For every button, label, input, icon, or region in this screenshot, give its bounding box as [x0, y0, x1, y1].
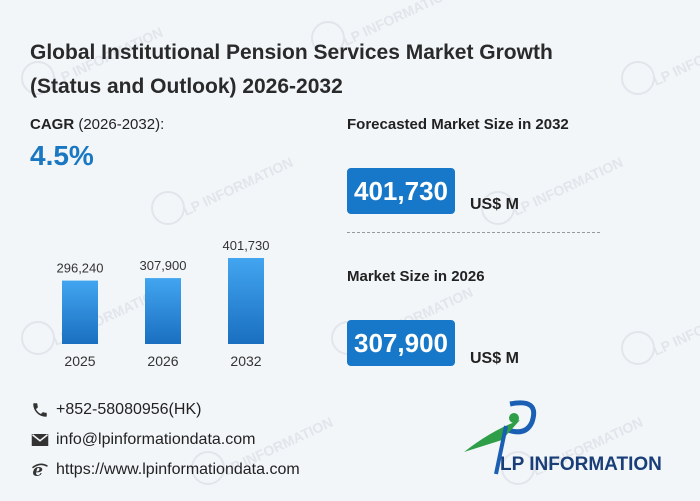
- bar-2032: [228, 258, 264, 344]
- watermark-mark: LP INFORMATION: [151, 154, 296, 225]
- phone-text[interactable]: +852-58080956(HK): [56, 401, 202, 418]
- section-divider: [347, 232, 600, 233]
- bar-2025: [62, 280, 98, 344]
- email-icon: [30, 430, 50, 450]
- page-title: Global Institutional Pension Services Ma…: [30, 36, 670, 104]
- logo-swoosh-green: [464, 420, 520, 452]
- svg-text:e: e: [33, 461, 44, 479]
- bar-value-label: 401,730: [223, 238, 270, 253]
- contact-website: e https://www.lpinformationdata.com: [30, 460, 300, 480]
- forecast-label: Forecasted Market Size in 2032: [347, 116, 569, 133]
- title-line-2: (Status and Outlook) 2026-2032: [30, 75, 343, 98]
- title-line-1: Global Institutional Pension Services Ma…: [30, 41, 553, 64]
- lp-information-logo: LP INFORMATION: [464, 400, 662, 475]
- watermark-mark: LP INFORMATION: [621, 294, 700, 365]
- current-label: Market Size in 2026: [347, 268, 485, 285]
- cagr-label-bold: CAGR: [30, 116, 75, 133]
- forecast-value-box: 401,730: [347, 168, 455, 214]
- cagr-label-range: (2026-2032):: [74, 116, 165, 133]
- current-unit: US$ M: [470, 350, 519, 367]
- svg-text:LP INFORMATION: LP INFORMATION: [651, 294, 700, 359]
- svg-text:LP INFORMATION: LP INFORMATION: [511, 154, 626, 219]
- phone-icon: [30, 400, 50, 420]
- logo-swoosh-blue: [507, 400, 537, 435]
- website-text[interactable]: https://www.lpinformationdata.com: [56, 461, 300, 478]
- bar-value-label: 307,900: [140, 258, 187, 273]
- contact-email: info@lpinformationdata.com: [30, 430, 255, 450]
- cagr-label: CAGR (2026-2032):: [30, 116, 164, 133]
- bar-chart: 296,240 2025 307,900 2026 401,730 2032: [57, 238, 270, 369]
- logo-dot: [509, 413, 519, 423]
- forecast-unit: US$ M: [470, 196, 519, 213]
- bar-2026: [145, 278, 181, 344]
- logo-text: LP INFORMATION: [500, 454, 662, 475]
- cagr-value: 4.5%: [30, 140, 94, 171]
- browser-e-icon: e: [30, 460, 50, 480]
- category-tick-label: 2025: [64, 353, 95, 369]
- bar-value-label: 296,240: [57, 261, 104, 276]
- current-value-box: 307,900: [347, 320, 455, 366]
- email-text[interactable]: info@lpinformationdata.com: [56, 431, 256, 448]
- category-tick-label: 2026: [147, 353, 178, 369]
- category-tick-label: 2032: [230, 353, 261, 369]
- contact-phone: +852-58080956(HK): [30, 400, 201, 420]
- svg-text:LP INFORMATION: LP INFORMATION: [181, 154, 296, 219]
